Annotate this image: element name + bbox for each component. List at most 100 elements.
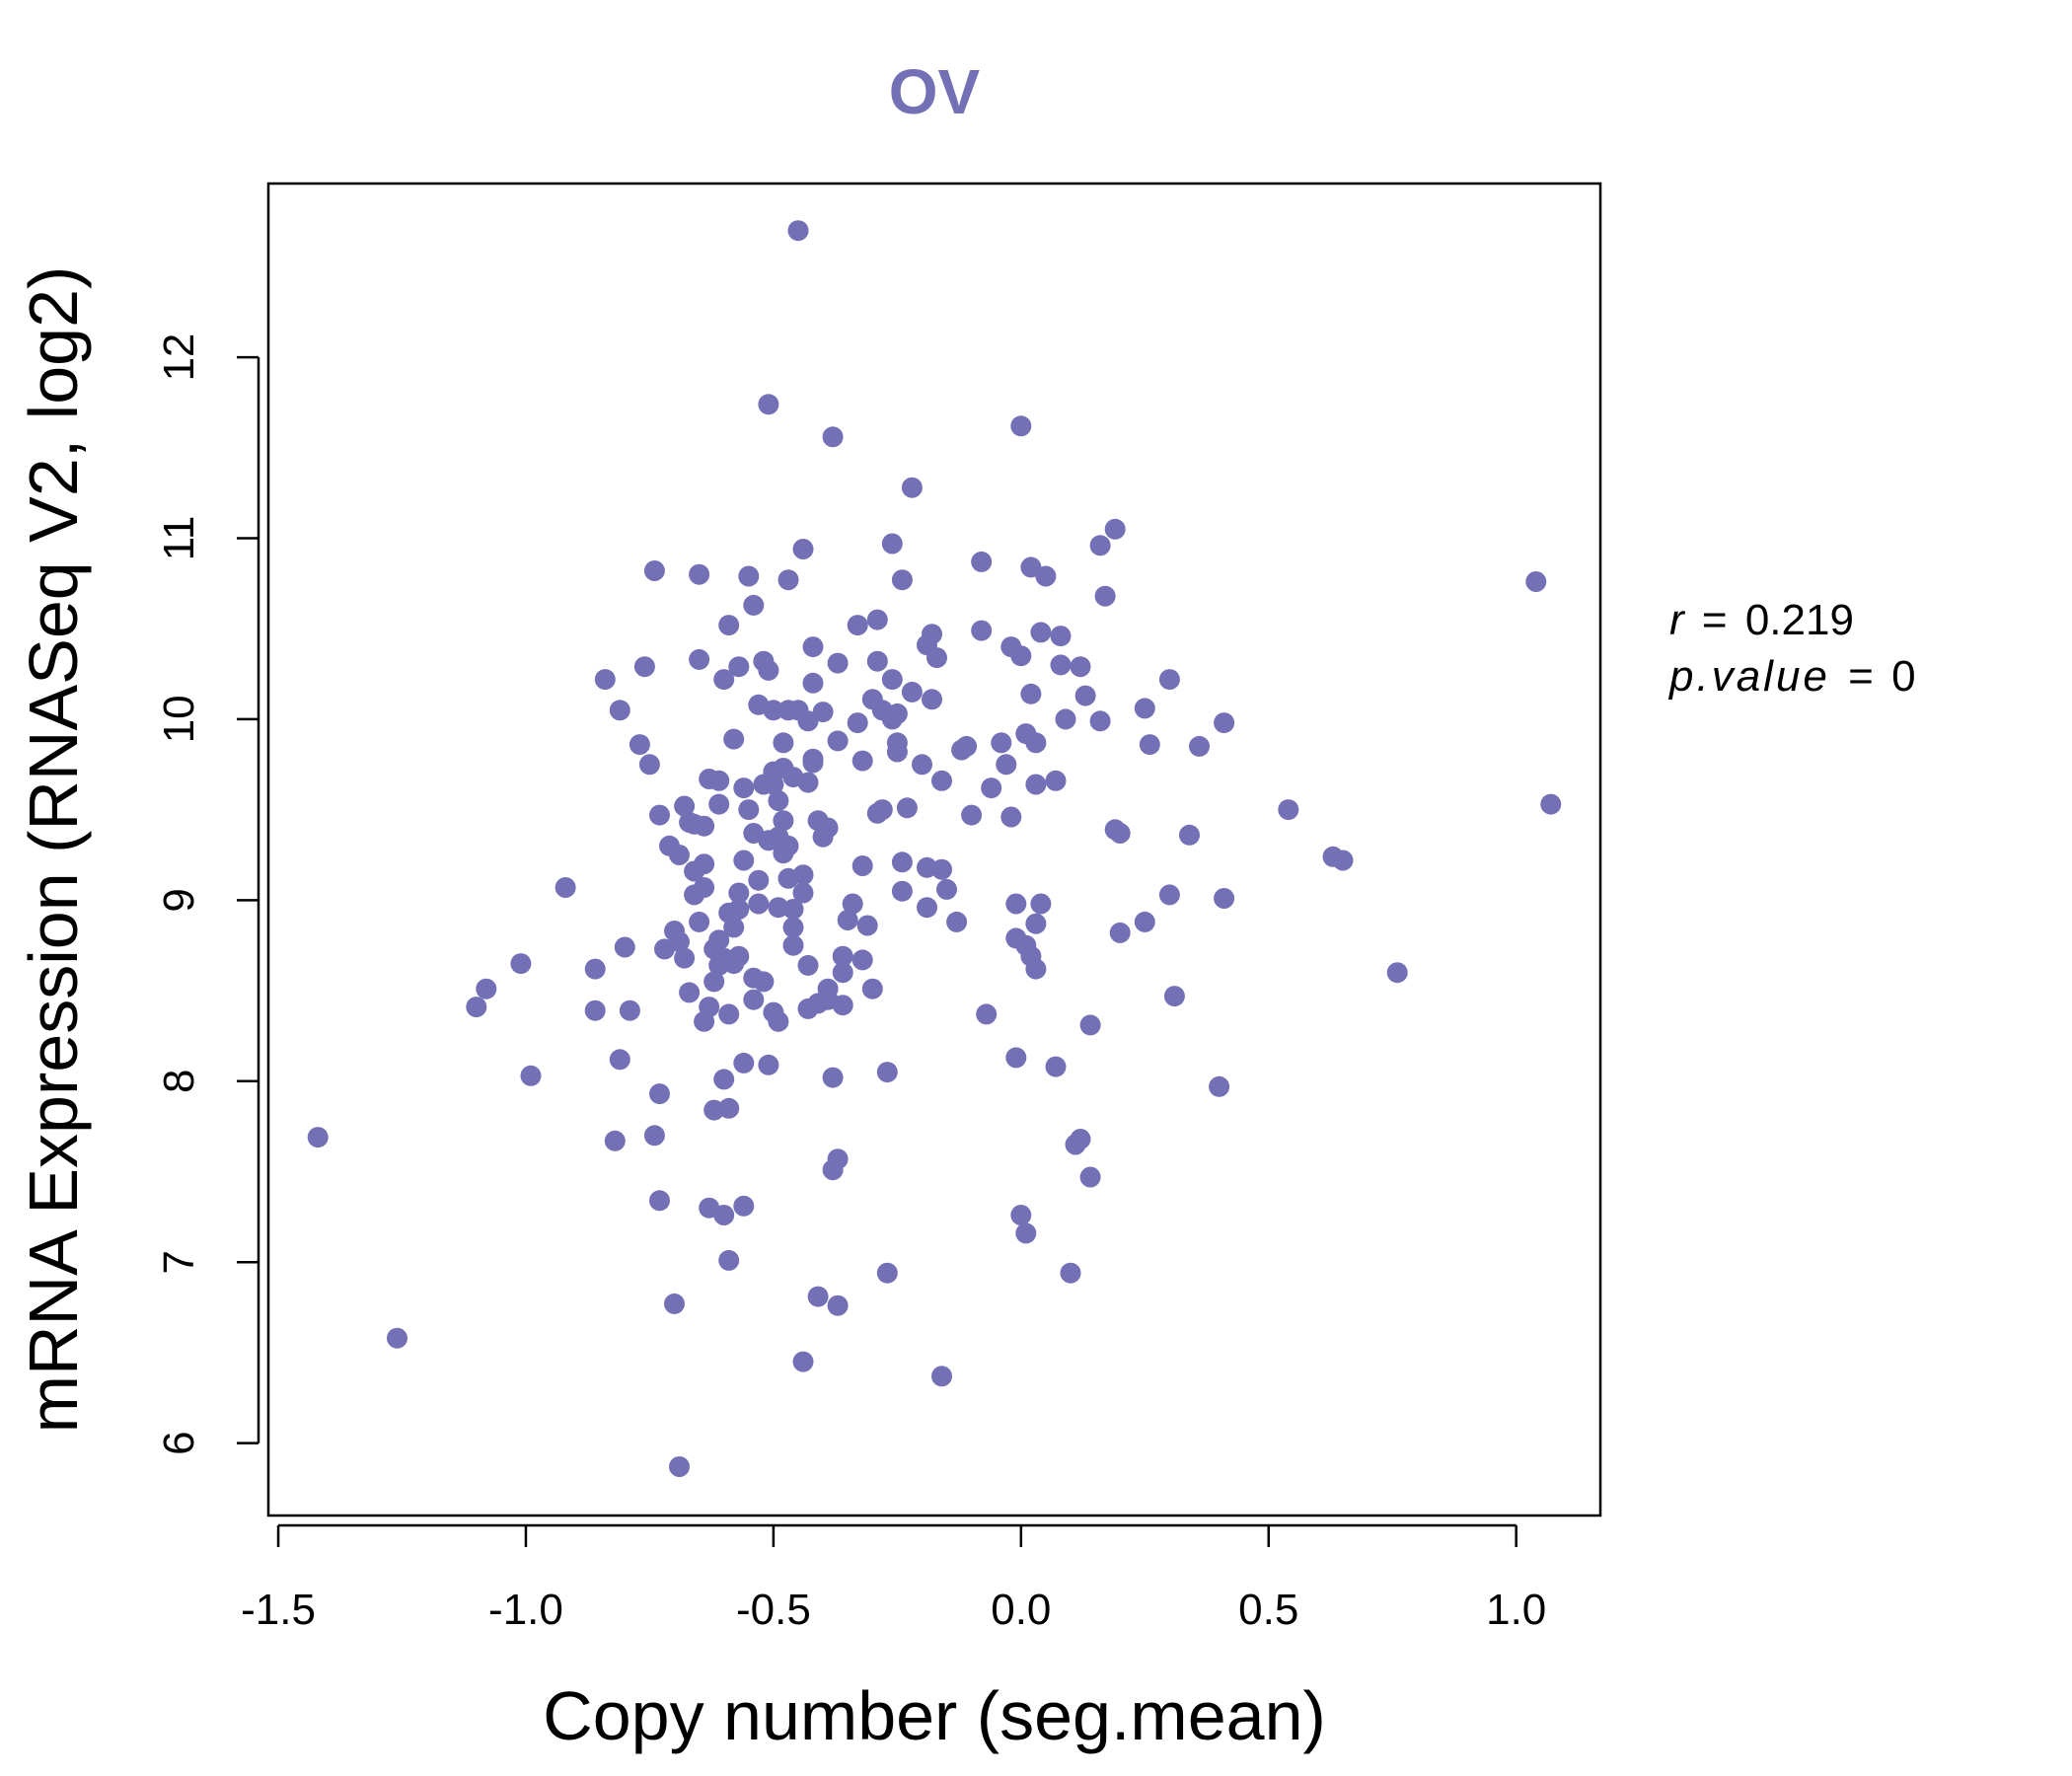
data-point <box>669 931 690 952</box>
data-point <box>555 877 576 898</box>
data-point <box>604 1130 626 1151</box>
points-layer <box>307 220 1562 1477</box>
data-point <box>981 777 1002 799</box>
data-point <box>1045 1056 1067 1077</box>
data-point <box>768 790 789 811</box>
data-point <box>971 551 993 572</box>
data-point <box>748 869 770 891</box>
data-point <box>679 982 701 1003</box>
data-point <box>1134 911 1155 932</box>
data-point <box>1005 893 1027 915</box>
data-point <box>851 949 873 971</box>
data-point <box>689 648 710 670</box>
data-point <box>961 804 983 826</box>
data-point <box>812 702 834 723</box>
data-point <box>1104 518 1126 540</box>
data-point <box>773 810 794 832</box>
data-point <box>827 1148 849 1170</box>
data-point <box>584 958 606 980</box>
data-point <box>614 936 635 958</box>
data-point <box>708 793 730 815</box>
data-point <box>718 615 740 636</box>
data-point <box>1070 656 1091 678</box>
data-point <box>763 700 784 721</box>
data-point <box>777 569 799 591</box>
data-point <box>922 689 942 710</box>
data-point <box>674 795 696 817</box>
data-point <box>1025 913 1047 934</box>
data-point <box>1060 1262 1081 1284</box>
data-point <box>886 732 908 754</box>
data-point <box>1010 415 1032 437</box>
data-point <box>891 880 913 902</box>
data-point <box>669 1456 690 1477</box>
data-point <box>738 799 760 821</box>
y-tick-label: 8 <box>155 1070 203 1093</box>
x-tick-label: 1.0 <box>1486 1586 1546 1634</box>
data-point <box>694 853 715 875</box>
data-point <box>1386 962 1408 984</box>
data-point <box>792 864 814 886</box>
data-point <box>842 893 863 915</box>
data-point <box>782 917 804 938</box>
data-point <box>1109 922 1131 943</box>
data-point <box>837 910 858 930</box>
data-point <box>1079 1014 1101 1036</box>
data-point <box>876 1262 898 1284</box>
data-point <box>1179 824 1200 846</box>
data-point <box>1070 1129 1091 1149</box>
x-tick-label: 0.0 <box>991 1586 1051 1634</box>
data-point <box>1109 823 1131 844</box>
data-point <box>649 1083 670 1105</box>
data-point <box>996 754 1017 776</box>
data-point <box>802 672 824 694</box>
y-tick-label: 10 <box>155 695 203 743</box>
data-point <box>901 681 923 703</box>
data-point <box>694 815 715 837</box>
data-point <box>773 732 794 754</box>
data-point <box>871 799 893 821</box>
data-point <box>1050 626 1072 647</box>
data-point <box>822 426 844 448</box>
data-point <box>991 732 1012 754</box>
data-point <box>723 917 745 938</box>
data-point <box>689 911 710 932</box>
r-value: 0.219 <box>1745 596 1854 644</box>
data-point <box>817 817 839 839</box>
data-point <box>1332 850 1354 871</box>
data-point <box>1134 698 1155 719</box>
r-label: r <box>1669 596 1686 644</box>
y-tick-label: 9 <box>155 888 203 912</box>
data-point <box>1278 799 1299 821</box>
y-axis-label: mRNA Expression (RNASeq V2, log2) <box>15 266 92 1434</box>
data-point <box>1015 1222 1037 1244</box>
data-point <box>609 1049 630 1071</box>
data-point <box>827 1295 849 1316</box>
data-point <box>797 772 819 793</box>
data-point <box>1214 712 1235 734</box>
correlation-annotation: r = 0.219 <box>1669 596 1854 644</box>
x-tick-label: 0.5 <box>1238 1586 1298 1634</box>
data-point <box>1079 1166 1101 1188</box>
data-point <box>638 754 660 776</box>
data-point <box>866 650 888 672</box>
data-point <box>643 1125 665 1147</box>
data-point <box>664 1293 685 1314</box>
data-point <box>743 594 765 616</box>
data-point <box>689 563 710 585</box>
data-point <box>728 899 750 920</box>
data-point <box>1000 806 1022 828</box>
data-point <box>1010 1205 1032 1225</box>
x-axis-label: Copy number (seg.mean) <box>543 1677 1326 1754</box>
data-point <box>708 770 730 791</box>
y-tick-label: 7 <box>155 1250 203 1274</box>
data-point <box>1020 683 1042 704</box>
data-point <box>926 647 947 669</box>
data-point <box>1010 645 1032 667</box>
data-point <box>827 652 849 674</box>
data-point <box>1030 622 1052 643</box>
data-point <box>649 1190 670 1212</box>
data-point <box>466 997 487 1018</box>
data-point <box>609 700 630 721</box>
data-point <box>674 947 696 969</box>
